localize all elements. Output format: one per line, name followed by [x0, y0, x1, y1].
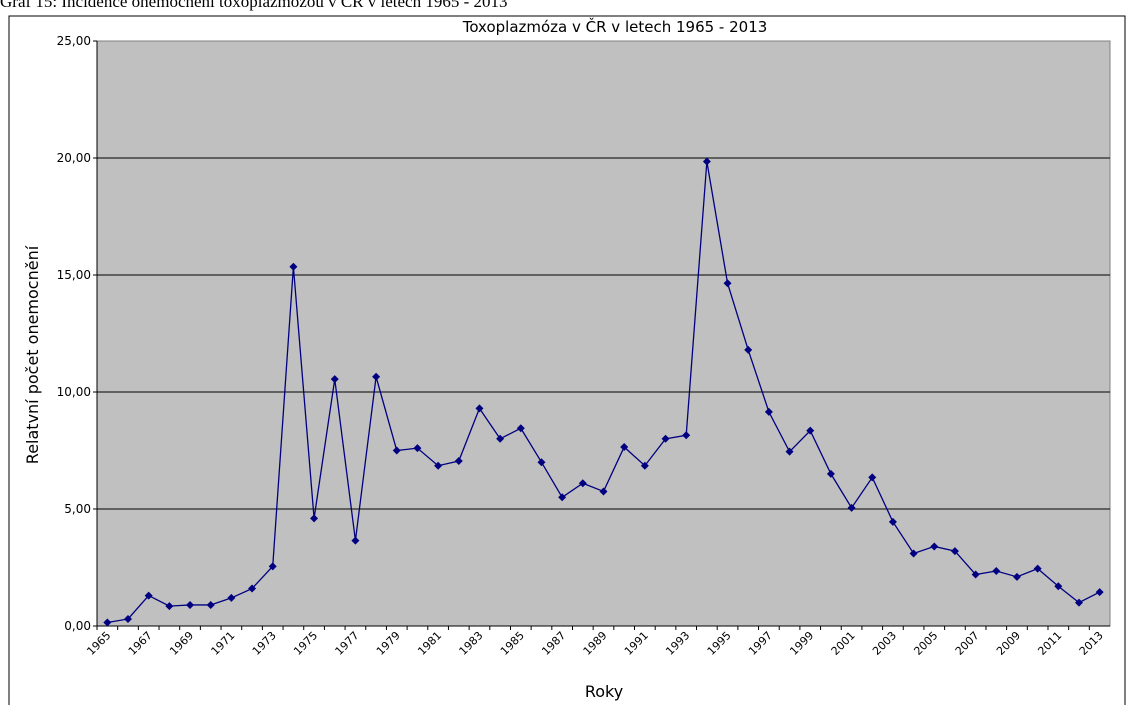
- point: [413, 444, 422, 453]
- point: [206, 600, 215, 609]
- point: [186, 600, 195, 609]
- point: [1074, 598, 1083, 607]
- chart-title: Toxoplazmóza v ČR v letech 1965 - 2013: [462, 17, 768, 36]
- plot-area: [96, 40, 1111, 627]
- point: [661, 434, 670, 443]
- point: [496, 434, 505, 443]
- point: [268, 562, 277, 571]
- point: [372, 372, 381, 381]
- point: [289, 262, 298, 271]
- point: [868, 473, 877, 482]
- y-tick-label: 15,00: [57, 268, 91, 282]
- point: [475, 404, 484, 413]
- point: [909, 549, 918, 558]
- point: [227, 593, 236, 602]
- point: [330, 375, 339, 384]
- point: [723, 279, 732, 288]
- point: [434, 461, 443, 470]
- y-tick-label: 0,00: [64, 619, 91, 633]
- y-tick-label: 20,00: [57, 151, 91, 165]
- point: [103, 618, 112, 627]
- point: [744, 345, 753, 354]
- point: [992, 567, 1001, 576]
- x-axis-label: Roky: [585, 682, 623, 701]
- point: [516, 424, 525, 433]
- point: [578, 479, 587, 488]
- point: [124, 614, 133, 623]
- point: [847, 503, 856, 512]
- point: [950, 547, 959, 556]
- point: [392, 446, 401, 455]
- point: [144, 591, 153, 600]
- point: [1095, 588, 1104, 597]
- point: [537, 458, 546, 467]
- point: [620, 442, 629, 451]
- y-axis-label: Relatvní počet onemocnění: [23, 245, 42, 464]
- point: [806, 426, 815, 435]
- point: [558, 493, 567, 502]
- point: [888, 517, 897, 526]
- point: [826, 469, 835, 478]
- caption: Graf 15: Incidence onemocnění toxoplazmó…: [0, 0, 508, 11]
- point: [599, 487, 608, 496]
- point: [351, 536, 360, 545]
- point: [764, 407, 773, 416]
- point: [785, 447, 794, 456]
- y-tick-label: 5,00: [64, 502, 91, 516]
- point: [1012, 572, 1021, 581]
- point: [682, 431, 691, 440]
- point: [1054, 582, 1063, 591]
- point: [971, 570, 980, 579]
- y-tick-label: 10,00: [57, 385, 91, 399]
- point: [1033, 564, 1042, 573]
- point: [165, 602, 174, 611]
- point: [454, 457, 463, 466]
- point: [310, 514, 319, 523]
- point: [248, 584, 257, 593]
- point: [640, 461, 649, 470]
- point: [702, 157, 711, 166]
- point: [930, 542, 939, 551]
- y-tick-label: 25,00: [57, 34, 91, 48]
